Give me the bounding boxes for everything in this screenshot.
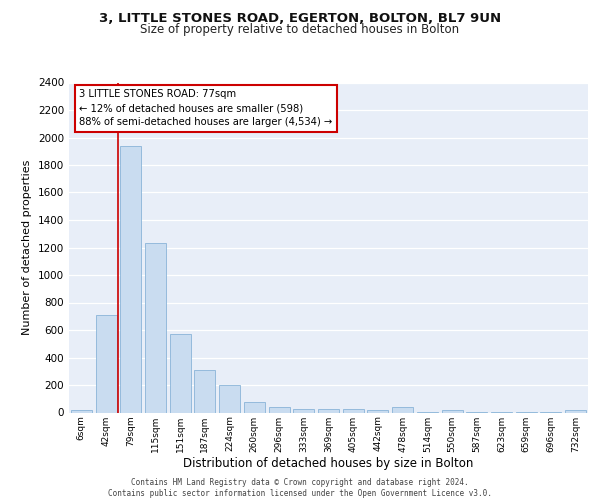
Bar: [367, 410, 388, 412]
Text: Contains HM Land Registry data © Crown copyright and database right 2024.
Contai: Contains HM Land Registry data © Crown c…: [108, 478, 492, 498]
Bar: [120, 146, 141, 412]
Bar: [442, 410, 463, 412]
X-axis label: Distribution of detached houses by size in Bolton: Distribution of detached houses by size …: [184, 457, 473, 470]
Bar: [318, 409, 339, 412]
Bar: [170, 334, 191, 412]
Text: 3 LITTLE STONES ROAD: 77sqm
← 12% of detached houses are smaller (598)
88% of se: 3 LITTLE STONES ROAD: 77sqm ← 12% of det…: [79, 89, 332, 127]
Bar: [293, 408, 314, 412]
Text: Size of property relative to detached houses in Bolton: Size of property relative to detached ho…: [140, 22, 460, 36]
Bar: [565, 410, 586, 412]
Bar: [219, 385, 240, 412]
Bar: [71, 410, 92, 412]
Bar: [392, 408, 413, 412]
Bar: [194, 370, 215, 412]
Bar: [343, 409, 364, 412]
Bar: [95, 315, 116, 412]
Bar: [145, 244, 166, 412]
Y-axis label: Number of detached properties: Number of detached properties: [22, 160, 32, 335]
Text: 3, LITTLE STONES ROAD, EGERTON, BOLTON, BL7 9UN: 3, LITTLE STONES ROAD, EGERTON, BOLTON, …: [99, 12, 501, 26]
Bar: [269, 408, 290, 412]
Bar: [244, 402, 265, 412]
